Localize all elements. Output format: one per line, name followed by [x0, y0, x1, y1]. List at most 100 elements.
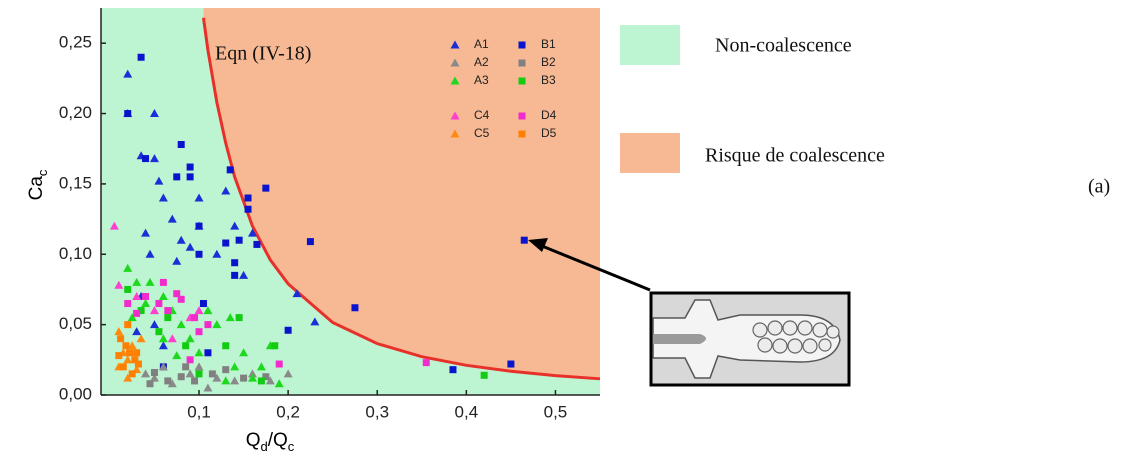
point — [173, 173, 181, 181]
point — [262, 184, 270, 192]
point — [124, 300, 132, 308]
legend-marker — [518, 130, 526, 138]
point — [244, 194, 252, 202]
point — [141, 299, 151, 308]
point — [212, 373, 222, 382]
point — [195, 250, 203, 258]
plot-area: 0,00 0,05 0,10 0,15 0,20 0,25 0,1 0,2 0,3 0,4 0,5 A… — [59, 8, 601, 421]
point — [284, 326, 292, 334]
annotation: Eqn (IV-18) — [215, 43, 311, 65]
point — [137, 307, 145, 315]
y-label-part: c — [35, 169, 50, 176]
point — [204, 321, 212, 329]
legend-label: D4 — [541, 108, 557, 122]
point — [149, 320, 159, 329]
point — [185, 369, 195, 378]
point — [230, 362, 240, 371]
y-tick-label: 0,20 — [59, 103, 92, 122]
legend-label: B2 — [541, 55, 556, 69]
panel-label: (a) — [1088, 176, 1110, 198]
point — [124, 110, 132, 118]
point — [133, 349, 141, 357]
point — [182, 342, 190, 350]
point — [155, 328, 163, 336]
point — [231, 271, 239, 279]
point — [256, 362, 266, 371]
point — [141, 369, 151, 378]
point — [203, 306, 213, 315]
point — [275, 360, 283, 368]
point — [186, 163, 194, 171]
point — [253, 240, 261, 248]
point — [123, 355, 133, 364]
legend-label: A3 — [474, 73, 489, 87]
y-tick-label: 0,10 — [59, 244, 92, 263]
legend-marker — [450, 76, 460, 85]
point — [136, 334, 146, 343]
point — [212, 320, 222, 329]
point — [158, 362, 168, 371]
point — [158, 341, 168, 350]
point — [292, 289, 302, 298]
point — [155, 300, 163, 308]
point — [154, 176, 164, 185]
point — [520, 236, 528, 244]
point — [123, 69, 133, 78]
point — [191, 314, 199, 322]
point — [195, 328, 203, 336]
point — [191, 377, 199, 385]
legend-marker — [518, 112, 526, 120]
point — [127, 313, 137, 322]
point — [172, 256, 182, 265]
point — [145, 277, 155, 286]
point — [222, 342, 230, 350]
point — [176, 235, 186, 244]
y-tick-label: 0,05 — [59, 314, 92, 333]
point — [114, 280, 124, 289]
region-label: Non-coalescence — [715, 35, 852, 57]
point — [159, 278, 167, 286]
x-label-part: c — [288, 439, 295, 454]
arrow-head — [528, 238, 548, 252]
point — [149, 154, 159, 163]
point — [164, 314, 172, 322]
point — [123, 263, 133, 272]
point — [132, 327, 142, 336]
legend-marker — [518, 59, 526, 67]
x-label-part: d — [260, 439, 267, 454]
point — [176, 320, 186, 329]
point — [124, 285, 132, 293]
legend-label: B1 — [541, 37, 556, 51]
point — [221, 186, 231, 195]
x-tick-label: 0,4 — [455, 402, 479, 421]
y-axis-label: Cac — [26, 169, 50, 200]
point — [271, 342, 279, 350]
point — [226, 166, 234, 174]
point — [208, 370, 216, 378]
point — [124, 321, 132, 329]
droplets — [752, 320, 840, 354]
point — [164, 377, 172, 385]
point — [212, 249, 222, 258]
point — [194, 348, 204, 357]
point — [185, 242, 195, 251]
point — [422, 359, 430, 367]
point — [126, 349, 134, 357]
y-tick-label: 0,00 — [59, 384, 92, 403]
legend-marker — [450, 129, 460, 138]
point — [247, 369, 257, 378]
point — [221, 376, 231, 385]
point — [122, 342, 130, 350]
point — [239, 270, 249, 279]
point — [115, 352, 123, 360]
point — [123, 373, 133, 382]
point — [131, 356, 139, 364]
point — [244, 205, 252, 213]
point — [195, 370, 203, 378]
legend-label: C5 — [474, 126, 490, 140]
legend-label: B3 — [541, 73, 556, 87]
point — [173, 290, 181, 298]
y-tick-label: 0,15 — [59, 173, 92, 192]
x-tick-label: 0,1 — [187, 402, 211, 421]
